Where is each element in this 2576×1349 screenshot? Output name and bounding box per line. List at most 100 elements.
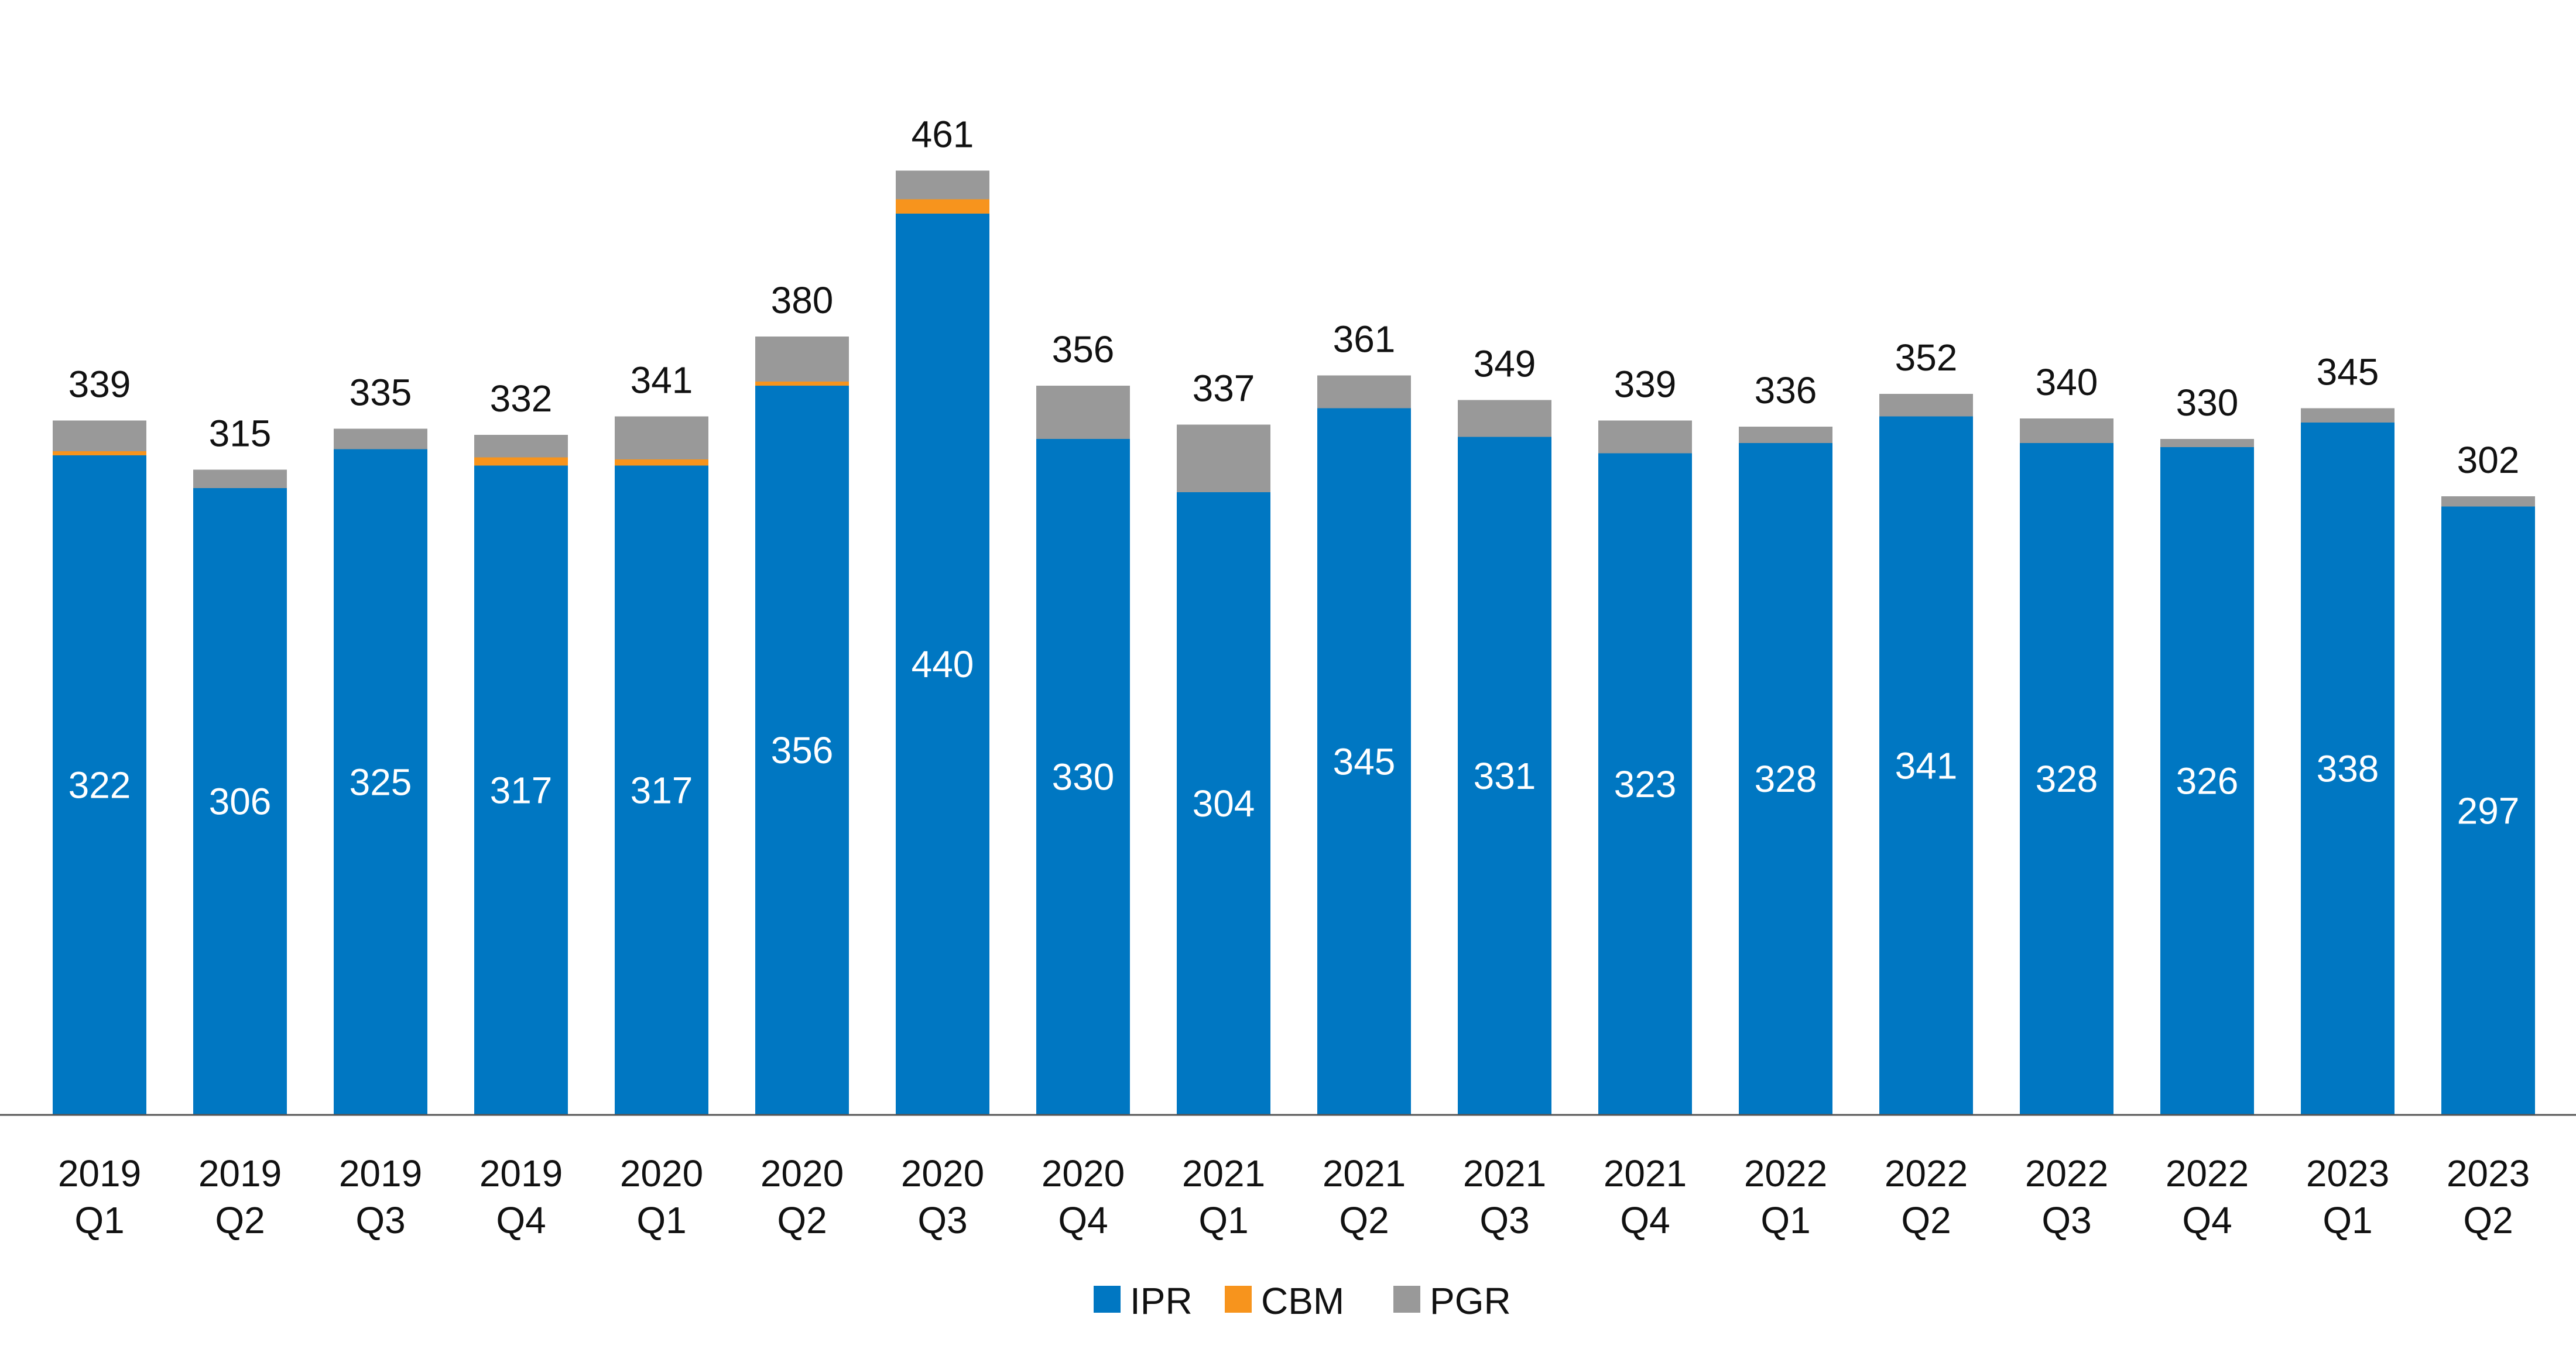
bar-pgr-2020-q3 (896, 171, 989, 200)
total-value-label: 356 (1052, 328, 1115, 370)
x-tick-label-year: 2020 (761, 1152, 844, 1194)
total-value-label: 361 (1333, 318, 1396, 361)
x-tick-label-year: 2019 (58, 1152, 141, 1194)
x-tick-label-year: 2022 (1744, 1152, 1827, 1194)
bar-pgr-2023-q1 (2301, 409, 2395, 423)
total-value-label: 302 (2457, 439, 2520, 481)
bar-pgr-2021-q2 (1317, 376, 1411, 409)
ipr-value-label: 322 (68, 764, 131, 806)
x-tick-label-quarter: Q1 (636, 1199, 686, 1241)
x-tick-labels-group: 2019 Q1 2019 Q2 2019 Q3 2019 Q4 2020 Q1 2020 Q2 2020… (58, 1152, 2530, 1241)
x-tick-label-quarter: Q4 (496, 1199, 546, 1241)
legend-swatch-cbm (1225, 1286, 1252, 1313)
ipr-value-label: 297 (2457, 790, 2520, 832)
ipr-value-label: 331 (1474, 755, 1536, 797)
ipr-value-label: 323 (1614, 763, 1677, 805)
value-labels-group: 3223393063153253353173323173413563804404… (68, 114, 2520, 832)
bar-cbm-2020-q3 (896, 200, 989, 214)
bars-group (53, 171, 2535, 1115)
legend-swatch-ipr (1094, 1286, 1121, 1313)
x-tick-label-quarter: Q4 (2182, 1199, 2232, 1241)
ipr-value-label: 440 (912, 643, 974, 685)
x-tick-label-quarter: Q3 (355, 1199, 405, 1241)
bar-cbm-2019-q4 (474, 458, 568, 466)
bar-pgr-2021-q4 (1598, 421, 1692, 454)
bar-pgr-2019-q4 (474, 435, 568, 458)
total-value-label: 336 (1755, 369, 1817, 411)
x-tick-label-quarter: Q2 (1901, 1199, 1951, 1241)
x-tick-label-year: 2021 (1463, 1152, 1546, 1194)
bar-pgr-2022-q3 (2020, 418, 2113, 443)
x-tick-label-quarter: Q2 (777, 1199, 827, 1241)
x-tick-label-year: 2022 (2025, 1152, 2108, 1194)
x-tick-label-quarter: Q4 (1620, 1199, 1670, 1241)
total-value-label: 337 (1193, 368, 1255, 410)
ipr-value-label: 330 (1052, 756, 1115, 798)
total-value-label: 339 (68, 363, 131, 406)
x-tick-label-quarter: Q1 (1198, 1199, 1248, 1241)
ipr-value-label: 338 (2317, 748, 2379, 790)
x-tick-label-year: 2020 (901, 1152, 984, 1194)
total-value-label: 340 (2036, 361, 2098, 403)
x-tick-label-quarter: Q3 (1479, 1199, 1529, 1241)
legend-label-cbm: CBM (1261, 1280, 1344, 1322)
x-tick-label-year: 2021 (1323, 1152, 1406, 1194)
ipr-value-label: 325 (350, 761, 412, 803)
x-tick-label-quarter: Q3 (917, 1199, 967, 1241)
ipr-value-label: 306 (209, 781, 272, 823)
x-tick-label-year: 2019 (198, 1152, 282, 1194)
x-tick-label-quarter: Q1 (74, 1199, 124, 1241)
bar-pgr-2021-q1 (1177, 425, 1270, 493)
bar-pgr-2020-q4 (1036, 386, 1130, 439)
ipr-value-label: 317 (490, 769, 553, 811)
ipr-value-label: 304 (1193, 782, 1255, 825)
x-tick-label-quarter: Q2 (1339, 1199, 1389, 1241)
x-tick-label-quarter: Q2 (2463, 1199, 2513, 1241)
x-tick-label-quarter: Q3 (2041, 1199, 2091, 1241)
legend-swatch-pgr (1393, 1286, 1420, 1313)
bar-pgr-2022-q4 (2160, 439, 2254, 447)
bar-pgr-2020-q2 (755, 337, 849, 382)
x-tick-label-year: 2019 (339, 1152, 422, 1194)
legend: IPR CBM PGR (1094, 1280, 1511, 1322)
legend-label-pgr: PGR (1430, 1280, 1511, 1322)
total-value-label: 330 (2176, 382, 2239, 424)
ipr-value-label: 317 (631, 769, 693, 811)
x-tick-label-year: 2023 (2306, 1152, 2389, 1194)
total-value-label: 341 (631, 359, 693, 401)
legend-label-ipr: IPR (1130, 1280, 1193, 1322)
bar-pgr-2020-q1 (615, 417, 708, 460)
total-value-label: 345 (2317, 351, 2379, 393)
total-value-label: 380 (771, 279, 834, 321)
x-tick-label-year: 2023 (2447, 1152, 2530, 1194)
x-tick-label-year: 2020 (1042, 1152, 1125, 1194)
x-tick-label-quarter: Q1 (1760, 1199, 1810, 1241)
bar-pgr-2019-q2 (193, 470, 287, 489)
x-tick-label-quarter: Q4 (1058, 1199, 1108, 1241)
bar-cbm-2020-q2 (755, 382, 849, 386)
ipr-value-label: 345 (1333, 740, 1396, 782)
bar-pgr-2022-q2 (1879, 394, 1973, 417)
x-tick-label-year: 2022 (2166, 1152, 2249, 1194)
x-tick-label-year: 2021 (1604, 1152, 1687, 1194)
bar-cbm-2019-q1 (53, 451, 146, 455)
bar-cbm-2020-q1 (615, 459, 708, 466)
x-tick-label-year: 2019 (479, 1152, 563, 1194)
x-tick-label-quarter: Q2 (215, 1199, 265, 1241)
total-value-label: 349 (1474, 343, 1536, 385)
ipr-value-label: 326 (2176, 760, 2239, 802)
ipr-value-label: 356 (771, 729, 834, 771)
total-value-label: 352 (1895, 337, 1958, 379)
bar-pgr-2022-q1 (1739, 427, 1832, 443)
bar-pgr-2019-q1 (53, 421, 146, 452)
ipr-value-label: 328 (2036, 758, 2098, 800)
total-value-label: 332 (490, 377, 553, 420)
bar-pgr-2019-q3 (334, 429, 427, 449)
ipr-value-label: 328 (1755, 758, 1817, 800)
x-tick-label-year: 2022 (1885, 1152, 1968, 1194)
bar-pgr-2023-q2 (2441, 496, 2535, 507)
x-tick-label-quarter: Q1 (2322, 1199, 2372, 1241)
total-value-label: 335 (350, 372, 412, 414)
total-value-label: 461 (912, 114, 974, 156)
